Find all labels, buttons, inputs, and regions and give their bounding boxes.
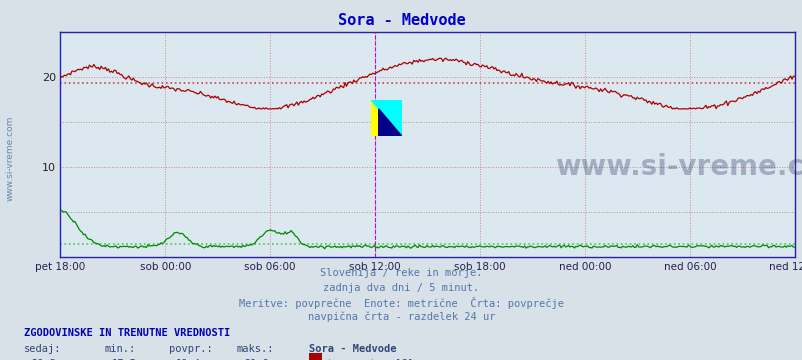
Text: povpr.:: povpr.: xyxy=(168,344,212,354)
Text: 21,9: 21,9 xyxy=(244,359,269,360)
Polygon shape xyxy=(371,100,401,136)
Text: www.si-vreme.com: www.si-vreme.com xyxy=(554,153,802,181)
Text: temperatura[C]: temperatura[C] xyxy=(326,359,414,360)
Text: 20,3: 20,3 xyxy=(31,359,57,360)
Text: www.si-vreme.com: www.si-vreme.com xyxy=(5,116,14,201)
Text: min.:: min.: xyxy=(104,344,136,354)
Text: 17,5: 17,5 xyxy=(111,359,137,360)
Text: 19,4: 19,4 xyxy=(176,359,201,360)
Text: Sora - Medvode: Sora - Medvode xyxy=(337,13,465,28)
Polygon shape xyxy=(379,109,401,136)
Text: sedaj:: sedaj: xyxy=(24,344,62,354)
Text: Meritve: povprečne  Enote: metrične  Črta: povprečje: Meritve: povprečne Enote: metrične Črta:… xyxy=(239,297,563,309)
Text: maks.:: maks.: xyxy=(237,344,274,354)
Polygon shape xyxy=(371,100,401,136)
Text: zadnja dva dni / 5 minut.: zadnja dva dni / 5 minut. xyxy=(323,283,479,293)
Text: Slovenija / reke in morje.: Slovenija / reke in morje. xyxy=(320,268,482,278)
Text: ZGODOVINSKE IN TRENUTNE VREDNOSTI: ZGODOVINSKE IN TRENUTNE VREDNOSTI xyxy=(24,328,230,338)
Text: navpična črta - razdelek 24 ur: navpična črta - razdelek 24 ur xyxy=(307,311,495,322)
Text: Sora - Medvode: Sora - Medvode xyxy=(309,344,396,354)
